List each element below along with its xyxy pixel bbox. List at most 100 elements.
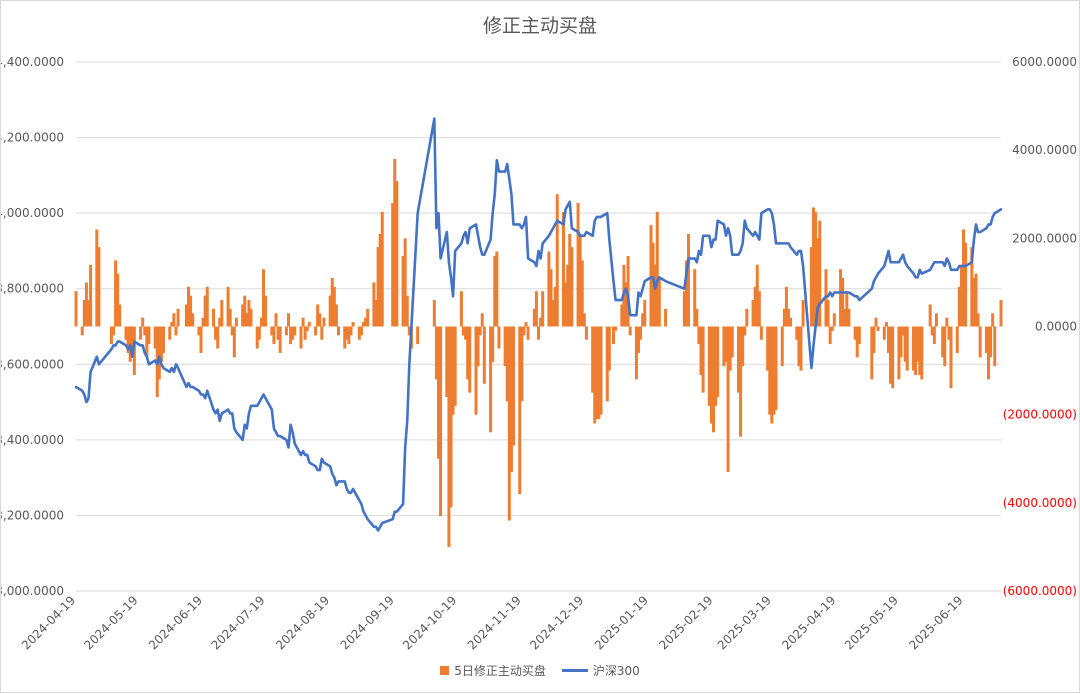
bar: [709, 326, 713, 424]
bar: [118, 304, 122, 327]
bar: [170, 322, 174, 327]
bar: [626, 255, 630, 327]
x-tick-label: 2024-09-19: [338, 593, 397, 652]
bar: [970, 247, 974, 327]
bar: [564, 282, 568, 327]
bar: [978, 326, 982, 358]
bar: [707, 326, 711, 406]
bar: [139, 326, 143, 340]
bar: [624, 282, 628, 327]
y-right-tick-label: 6000.0000: [1012, 55, 1077, 69]
bar: [580, 260, 584, 327]
bar: [730, 326, 734, 358]
bar: [845, 291, 849, 327]
bar: [637, 326, 640, 353]
bar: [828, 326, 832, 345]
bar: [364, 317, 368, 327]
bar: [799, 326, 803, 371]
bar: [468, 326, 472, 393]
bar: [701, 326, 705, 393]
bar: [274, 313, 278, 327]
bar: [884, 322, 888, 327]
y-right-tick-label: (2000.0000): [1003, 408, 1077, 422]
bar: [789, 317, 793, 327]
bar: [284, 326, 288, 336]
x-tick-label: 2025-04-19: [779, 593, 838, 652]
bar: [693, 269, 697, 327]
bar: [814, 211, 818, 327]
bar: [751, 300, 755, 327]
bar: [378, 233, 382, 327]
bar: [947, 326, 951, 340]
y-right-tick-label: (6000.0000): [1003, 584, 1077, 598]
bar: [343, 326, 347, 349]
bar: [303, 326, 307, 340]
bar: [539, 317, 543, 327]
bar: [82, 300, 86, 327]
x-tick-label: 2025-03-19: [715, 593, 774, 652]
bar: [526, 326, 530, 340]
bar: [168, 326, 172, 340]
bar: [345, 326, 349, 340]
bar: [159, 326, 163, 362]
bar: [780, 326, 784, 367]
bar: [262, 269, 265, 327]
bar: [566, 264, 570, 327]
bar: [241, 304, 245, 327]
bar: [872, 326, 876, 353]
bar: [766, 326, 770, 371]
bar: [476, 326, 480, 367]
bar: [245, 313, 249, 327]
bar: [230, 326, 234, 336]
bar: [920, 326, 924, 380]
bar: [116, 273, 120, 327]
bar: [191, 313, 195, 327]
y-left-tick-label: 3,600.0000: [1, 357, 64, 371]
bar: [987, 326, 990, 380]
bar: [847, 308, 851, 327]
bar: [795, 326, 799, 340]
bar: [97, 247, 101, 327]
bar: [855, 326, 859, 358]
bar: [832, 313, 836, 327]
bar: [620, 304, 624, 327]
bar: [797, 326, 801, 367]
bar: [478, 326, 482, 336]
bar: [722, 326, 726, 367]
bar: [226, 286, 230, 327]
bar: [451, 326, 455, 415]
bar: [876, 326, 880, 331]
bar: [897, 326, 901, 380]
bar: [318, 313, 322, 327]
bar: [957, 286, 961, 327]
bar: [582, 313, 586, 327]
bar: [655, 211, 659, 327]
bar: [522, 326, 526, 336]
bar: [518, 326, 522, 495]
bar: [809, 247, 813, 327]
bar: [914, 326, 918, 375]
bar: [759, 326, 763, 340]
bar: [403, 238, 407, 327]
bar: [145, 326, 149, 358]
bar: [330, 278, 334, 327]
bar: [612, 326, 615, 345]
bar: [607, 326, 611, 371]
x-tick-label: 2024-04-19: [19, 593, 78, 652]
bar: [857, 326, 861, 345]
bar: [903, 326, 907, 362]
bar: [697, 326, 701, 345]
bar: [993, 326, 997, 367]
bar: [301, 317, 305, 327]
bar: [934, 313, 938, 327]
bar: [316, 304, 320, 327]
x-tick-label: 2024-06-19: [146, 593, 205, 652]
bar: [562, 211, 565, 327]
bar: [232, 326, 236, 358]
bar: [153, 326, 157, 349]
bar: [553, 286, 557, 327]
bar: [203, 295, 207, 327]
y-left-tick-label: 3,000.0000: [1, 584, 64, 598]
bar: [687, 233, 690, 327]
